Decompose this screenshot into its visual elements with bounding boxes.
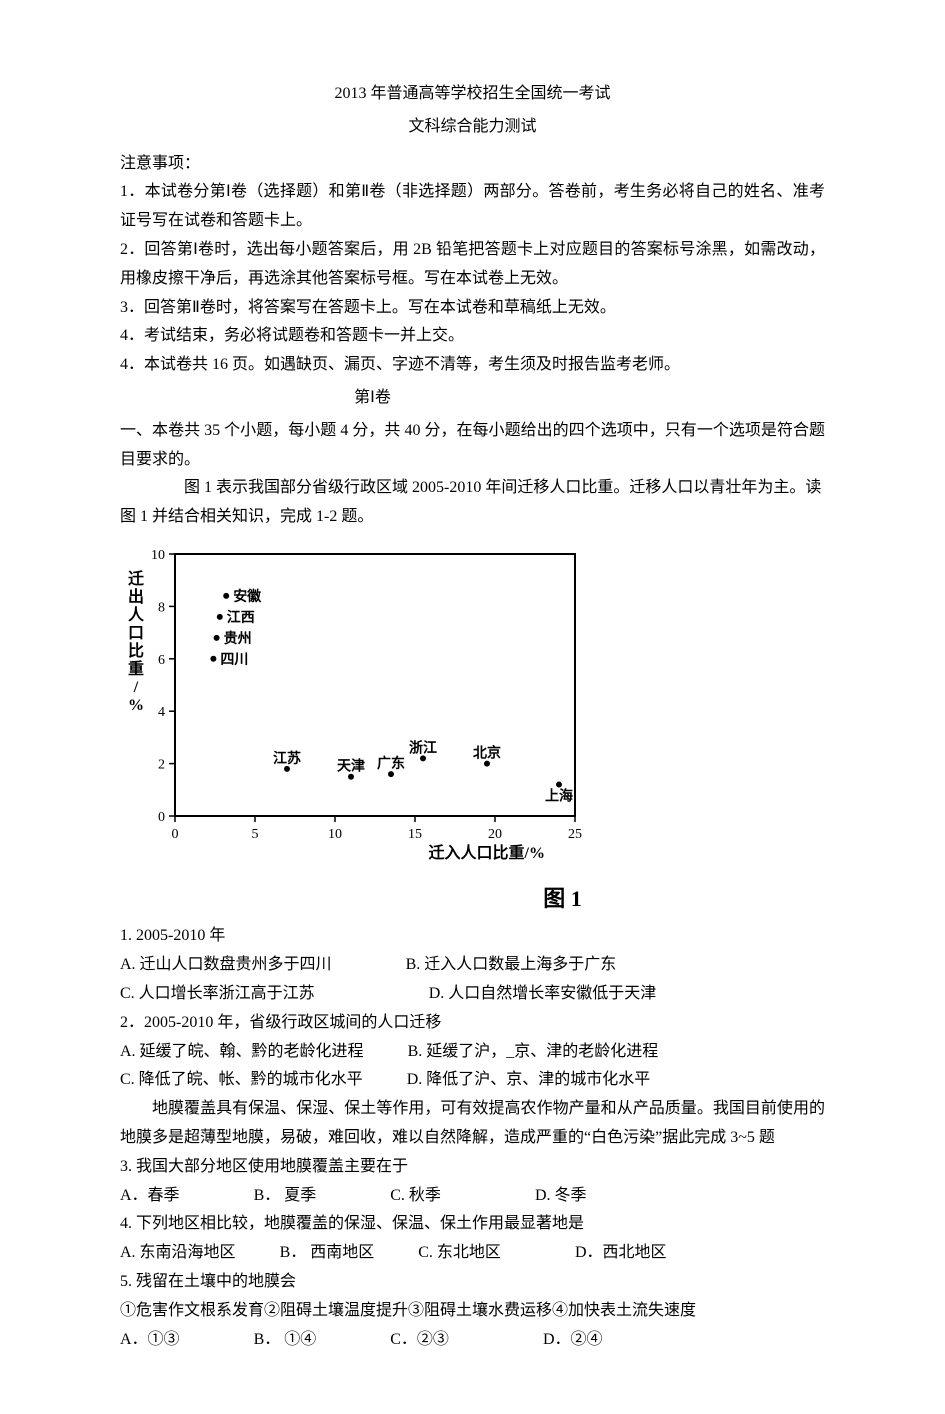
svg-text:15: 15: [408, 827, 422, 842]
notice-item-3: 3．回答第Ⅱ卷时，将答案写在答题卡上。写在本试卷和草稿纸上无效。: [120, 294, 825, 323]
svg-text:10: 10: [151, 548, 165, 563]
exam-title: 2013 年普通高等学校招生全国统一考试: [120, 80, 825, 109]
q2-opt-d: D. 降低了沪、京、津的城市化水平: [407, 1066, 651, 1095]
svg-text:天津: 天津: [337, 758, 365, 775]
svg-text:4: 4: [158, 705, 165, 720]
svg-text:出: 出: [128, 587, 144, 606]
q2-options-ab: A. 延缓了皖、翰、黔的老龄化进程 B. 延缓了沪，_京、津的老龄化进程: [120, 1038, 825, 1067]
q3-opt-c: C. 秋季: [390, 1182, 441, 1211]
svg-text:%: %: [128, 697, 144, 714]
q4-opt-d: D．西北地区: [575, 1239, 667, 1268]
notice-item-1: 1．本试卷分第Ⅰ卷（选择题）和第Ⅱ卷（非选择题）两部分。答卷前，考生务必将自己的…: [120, 178, 825, 236]
notice-item-5: 4．本试卷共 16 页。如遇缺页、漏页、字迹不清等，考生须及时报告监考老师。: [120, 351, 825, 380]
passage-2: 地膜覆盖具有保温、保湿、保土等作用，可有效提高农作物产量和从产品质量。我国目前使…: [120, 1095, 825, 1153]
q3-opt-d: D. 冬季: [535, 1182, 587, 1211]
q2-opt-a: A. 延缓了皖、翰、黔的老龄化进程: [120, 1038, 364, 1067]
scatter-svg: 0 5 10 15 20 25 0 2 4 6 8 10 迁入人口比重/% 迁出人口比重/% 安徽江西贵州四…: [120, 544, 590, 864]
q1-options-cd: C. 人口增长率浙江高于江苏 D. 人口自然增长率安徽低于天津: [120, 980, 825, 1009]
svg-text:25: 25: [568, 827, 582, 842]
q1-opt-b: B. 迁入人口数最上海多于广东: [406, 951, 617, 980]
svg-text:20: 20: [488, 827, 502, 842]
notice-item-4: 4．考试结束，务必将试题卷和答题卡一并上交。: [120, 322, 825, 351]
part1-instruction: 一、本卷共 35 个小题，每小题 4 分，共 40 分，在每小题给出的四个选项中…: [120, 417, 825, 475]
svg-text:/: /: [133, 679, 139, 696]
q1-opt-c: C. 人口增长率浙江高于江苏: [120, 980, 315, 1009]
q5-opt-c: C．②③: [390, 1326, 449, 1355]
svg-text:贵州: 贵州: [224, 630, 252, 647]
q4-stem: 4. 下列地区相比较，地膜覆盖的保湿、保温、保土作用最显著地是: [120, 1210, 825, 1239]
chart-intro: 图 1 表示我国部分省级行政区域 2005-2010 年间迁移人口比重。迁移人口…: [120, 474, 825, 532]
svg-text:0: 0: [158, 810, 165, 825]
svg-text:广东: 广东: [377, 755, 405, 772]
svg-text:6: 6: [158, 653, 165, 668]
svg-text:江苏: 江苏: [273, 750, 301, 767]
svg-text:北京: 北京: [473, 745, 501, 762]
svg-text:迁: 迁: [128, 569, 144, 588]
svg-text:江西: 江西: [227, 609, 255, 626]
svg-text:8: 8: [158, 600, 165, 615]
svg-text:口: 口: [128, 625, 144, 642]
q5-sub: ①危害作文根系发育②阻碍土壤温度提升③阻碍土壤水费运移④加快表土流失速度: [120, 1297, 825, 1326]
part1-label: 第Ⅰ卷: [0, 384, 825, 413]
q4-opt-b: B． 西南地区: [280, 1239, 375, 1268]
exam-subtitle: 文科综合能力测试: [120, 113, 825, 142]
svg-text:浙江: 浙江: [409, 739, 437, 756]
q2-opt-c: C. 降低了皖、帐、黔的城市化水平: [120, 1066, 363, 1095]
svg-text:四川: 四川: [220, 652, 248, 668]
svg-text:人: 人: [128, 606, 145, 624]
q1-opt-a: A. 迁山人口数盘贵州多于四川: [120, 951, 332, 980]
svg-text:5: 5: [252, 827, 259, 842]
svg-text:2: 2: [158, 758, 165, 773]
q2-opt-b: B. 延缓了沪，_京、津的老龄化进程: [408, 1038, 659, 1067]
q5-opt-a: A．①③: [120, 1326, 180, 1355]
q1-stem: 1. 2005-2010 年: [120, 922, 825, 951]
q3-stem: 3. 我国大部分地区使用地膜覆盖主要在于: [120, 1153, 825, 1182]
svg-text:比: 比: [128, 642, 144, 660]
scatter-chart: 0 5 10 15 20 25 0 2 4 6 8 10 迁入人口比重/% 迁出人口比重/% 安徽江西贵州四…: [120, 544, 825, 918]
q2-options-cd: C. 降低了皖、帐、黔的城市化水平 D. 降低了沪、京、津的城市化水平: [120, 1066, 825, 1095]
q1-options-ab: A. 迁山人口数盘贵州多于四川 B. 迁入人口数最上海多于广东: [120, 951, 825, 980]
svg-text:上海: 上海: [545, 788, 573, 805]
svg-text:0: 0: [172, 827, 179, 842]
notice-item-2: 2．回答第Ⅰ卷时，选出每小题答案后，用 2B 铅笔把答题卡上对应题目的答案标号涂…: [120, 236, 825, 294]
svg-text:10: 10: [328, 827, 342, 842]
q5-opt-b: B． ①④: [254, 1326, 317, 1355]
q3-opt-b: B． 夏季: [254, 1182, 317, 1211]
svg-text:重: 重: [128, 659, 144, 678]
q4-opt-c: C. 东北地区: [418, 1239, 501, 1268]
q5-options: A．①③ B． ①④ C．②③ D．②④: [120, 1326, 825, 1355]
q5-opt-d: D．②④: [543, 1326, 603, 1355]
chart-caption: 图 1: [300, 879, 825, 919]
svg-text:迁入人口比重/%: 迁入人口比重/%: [429, 843, 545, 862]
q5-stem: 5. 残留在土壤中的地膜会: [120, 1268, 825, 1297]
q3-options: A．春季 B． 夏季 C. 秋季 D. 冬季: [120, 1182, 825, 1211]
q2-stem: 2．2005-2010 年，省级行政区城间的人口迁移: [120, 1009, 825, 1038]
q4-opt-a: A. 东南沿海地区: [120, 1239, 236, 1268]
notice-heading: 注意事项：: [120, 150, 825, 179]
q3-opt-a: A．春季: [120, 1182, 180, 1211]
q1-opt-d: D. 人口自然增长率安徽低于天津: [429, 980, 657, 1009]
q4-options: A. 东南沿海地区 B． 西南地区 C. 东北地区 D．西北地区: [120, 1239, 825, 1268]
svg-text:安徽: 安徽: [233, 588, 262, 605]
